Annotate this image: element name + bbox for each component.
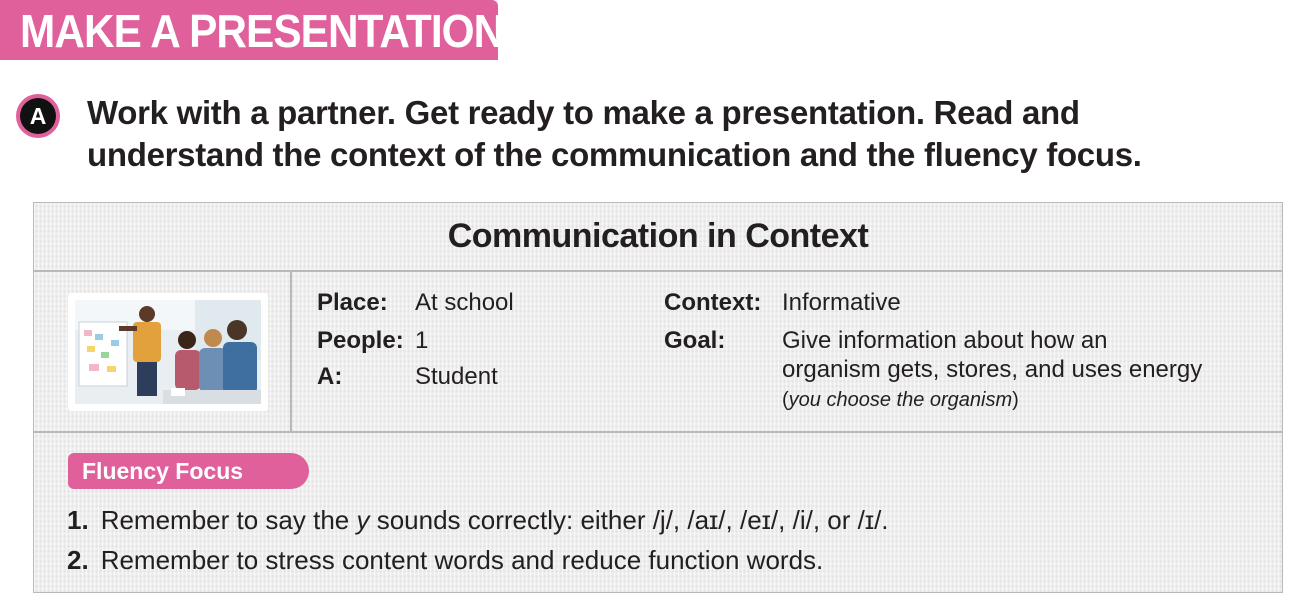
item-2-text: Remember to stress content words and red…: [100, 545, 824, 575]
place-label: Place:: [317, 289, 388, 316]
section-banner: MAKE A PRESENTATION: [0, 0, 504, 60]
fluency-item-1: 1. Remember to say the y sounds correctly…: [67, 505, 889, 535]
divider-vertical: [290, 270, 292, 431]
fluency-item-2: 2. Remember to stress content words and r…: [67, 545, 823, 575]
item-1-pre: Remember to say the: [100, 505, 357, 535]
a-label: A:: [317, 363, 343, 390]
communication-context-box: Communication in Context: [33, 202, 1283, 593]
section-title: MAKE A PRESENTATION: [20, 5, 504, 57]
context-value: Informative: [782, 289, 901, 316]
goal-label: Goal:: [664, 327, 726, 354]
a-value: Student: [415, 363, 498, 390]
box-title: Communication in Context: [447, 217, 869, 255]
goal-note: (you choose the organism): [782, 386, 1019, 414]
photo-frame: [68, 293, 268, 411]
item-1-y: y: [356, 505, 370, 535]
goal-note-close: ): [1012, 389, 1019, 411]
people-label: People:: [317, 327, 404, 354]
divider-bottom: [34, 431, 1282, 433]
item-1-number: 1.: [67, 505, 89, 535]
classroom-presentation-photo: [75, 300, 261, 404]
instruction-line-2: understand the context of the communicat…: [87, 136, 1142, 173]
goal-note-open: (: [782, 389, 789, 411]
item-2-number: 2.: [67, 545, 89, 575]
goal-line-1: Give information about how an: [782, 327, 1108, 354]
divider-top: [34, 270, 1282, 272]
instruction-line-1: Work with a partner. Get ready to make a…: [87, 94, 1080, 131]
activity-marker: A: [16, 94, 60, 138]
goal-line-2: organism gets, stores, and uses energy: [782, 356, 1203, 383]
activity-letter: A: [20, 98, 56, 134]
people-value: 1: [415, 327, 429, 354]
item-1-post: sounds correctly: either /j/, /aɪ/, /eɪ/…: [369, 505, 889, 535]
goal-note-italic: you choose the organism: [788, 389, 1013, 411]
context-label: Context:: [664, 289, 762, 316]
place-value: At school: [415, 289, 514, 316]
fluency-focus-label: Fluency Focus: [68, 453, 309, 489]
activity-instruction: Work with a partner. Get ready to make a…: [87, 92, 1247, 176]
